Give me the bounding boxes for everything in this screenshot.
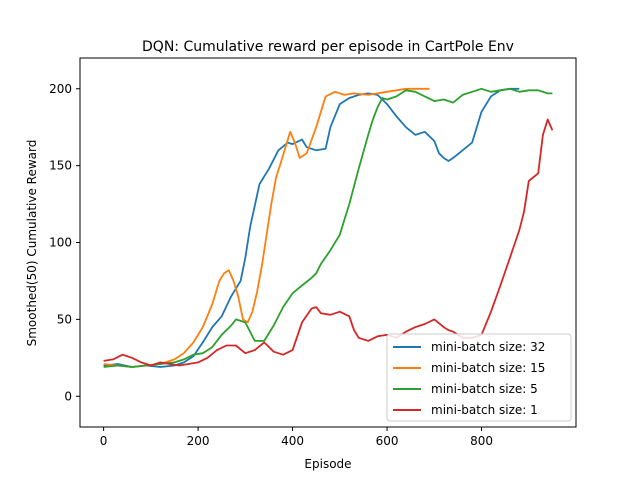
legend-label: mini-batch size: 5 — [431, 382, 538, 396]
y-tick-label: 200 — [49, 82, 72, 96]
series-line-2 — [103, 87, 553, 368]
y-axis-title: Smoothed(50) Cumulative Reward — [25, 140, 39, 347]
x-axis: 0 200 400 600 800 — [100, 427, 493, 448]
x-tick-label: 600 — [376, 434, 399, 448]
series-line-1 — [103, 87, 430, 368]
series-line-0 — [103, 87, 520, 368]
series-line-3 — [103, 118, 554, 367]
x-tick-label: 800 — [470, 434, 493, 448]
x-axis-title: Episode — [304, 457, 351, 471]
x-tick-label: 0 — [100, 434, 108, 448]
chart-title: DQN: Cumulative reward per episode in Ca… — [142, 39, 514, 55]
legend-label: mini-batch size: 1 — [431, 403, 538, 417]
legend-box — [386, 333, 572, 422]
x-tick-label: 400 — [281, 434, 304, 448]
y-tick-label: 0 — [64, 389, 72, 403]
x-tick-label: 200 — [187, 434, 210, 448]
y-tick-label: 100 — [49, 236, 72, 250]
legend-label: mini-batch size: 15 — [431, 361, 545, 375]
y-tick-label: 50 — [57, 312, 72, 326]
y-axis: 0 50 100 150 200 — [49, 82, 80, 403]
legend: mini-batch size: 32 mini-batch size: 15 mi… — [386, 333, 572, 422]
y-tick-label: 150 — [49, 159, 72, 173]
legend-label: mini-batch size: 32 — [431, 340, 545, 354]
series-lines — [103, 87, 554, 368]
